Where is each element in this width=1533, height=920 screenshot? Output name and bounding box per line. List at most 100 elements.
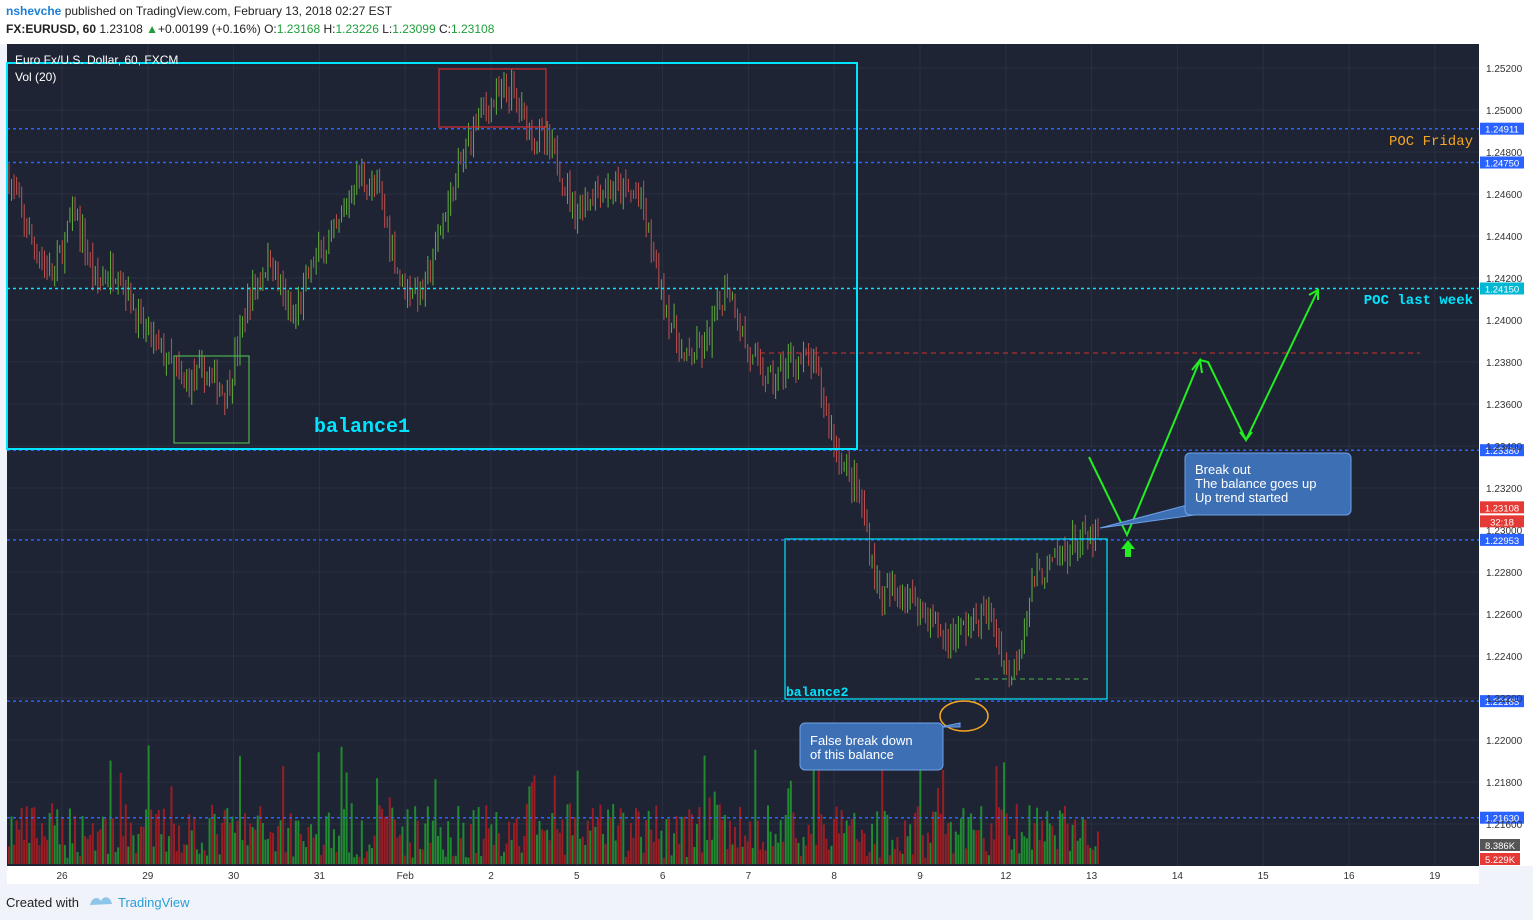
up-triangle-icon: ▲ xyxy=(146,22,158,36)
projection-path[interactable] xyxy=(1088,289,1319,538)
volume-bar xyxy=(239,756,241,864)
volume-bar xyxy=(307,826,310,864)
volume-bar xyxy=(1097,831,1099,864)
false-break-circle[interactable] xyxy=(939,700,989,732)
volume-bar xyxy=(538,820,541,864)
volume-bar xyxy=(1013,838,1016,864)
balance1-box[interactable] xyxy=(6,62,858,450)
volume-bar xyxy=(297,820,300,864)
volume-bar xyxy=(802,836,805,864)
volume-bar xyxy=(942,769,945,864)
volume-bar xyxy=(396,837,399,864)
volume-bar xyxy=(51,803,54,864)
volume-bar xyxy=(264,839,267,864)
volume-bar xyxy=(1036,807,1039,864)
y-tick-label: 1.22800 xyxy=(1486,568,1523,579)
volume-bar xyxy=(774,833,777,864)
volume-bar xyxy=(934,811,937,864)
volume-bar xyxy=(711,839,714,864)
volume-bar xyxy=(391,807,394,864)
x-tick-label: 31 xyxy=(314,871,326,882)
volume-bar xyxy=(327,812,330,864)
volume-bar xyxy=(548,840,551,864)
volume-bar xyxy=(569,803,571,864)
volume-bar xyxy=(792,812,795,864)
volume-bar xyxy=(739,806,742,864)
volume-bar xyxy=(612,804,615,864)
false-break-callout[interactable]: False break down of this balance xyxy=(799,722,961,771)
volume-bar xyxy=(231,816,234,864)
y-tick-label: 1.22200 xyxy=(1486,694,1523,705)
volume-bar xyxy=(843,833,846,864)
tradingview-link[interactable]: TradingView xyxy=(118,895,190,910)
volume-bar xyxy=(528,786,531,864)
low-highlight-box[interactable] xyxy=(173,355,250,444)
price-chart[interactable]: 1.24911 1.24750 1.24150 1.23380 1.22953 1.221… xyxy=(0,0,1533,884)
volume-bar xyxy=(749,821,752,864)
volume-bar xyxy=(622,812,625,864)
volume-bar xyxy=(404,855,406,864)
balance2-box[interactable] xyxy=(784,538,1108,700)
volume-bar xyxy=(368,844,371,864)
instrument-legend[interactable]: Euro Fx/U.S. Dollar, 60, FXCM xyxy=(15,53,178,67)
footer: Created with TradingView xyxy=(0,884,1533,920)
volume-bar xyxy=(665,819,668,864)
volume-bar xyxy=(642,852,645,864)
level-tag-label: 1.23380 xyxy=(1485,446,1519,457)
tradingview-logo-icon[interactable] xyxy=(88,892,114,908)
breakout-callout[interactable]: Break out The balance goes up Up trend s… xyxy=(1099,452,1352,529)
author-link[interactable]: nshevche xyxy=(6,4,62,18)
y-tick-label: 1.22000 xyxy=(1486,736,1523,747)
volume-bar xyxy=(211,804,214,864)
low-label: L: xyxy=(382,22,393,36)
volume-bar xyxy=(134,852,137,864)
volume-bar xyxy=(378,805,381,864)
volume-bar xyxy=(716,804,719,864)
volume-bar xyxy=(586,820,589,864)
volume-bar xyxy=(947,822,950,864)
x-tick-label: Feb xyxy=(397,871,415,882)
volume-bar xyxy=(18,829,21,864)
volume-bar xyxy=(13,844,16,864)
volume-bar xyxy=(1064,805,1066,864)
y-tick-label: 1.22600 xyxy=(1486,610,1523,621)
volume-bar xyxy=(850,818,853,864)
volume-bar xyxy=(899,851,901,864)
volume-bar xyxy=(91,823,94,864)
volume-bar xyxy=(952,853,955,864)
projection-arrowhead-3 xyxy=(1308,288,1319,300)
volume-bar xyxy=(904,820,907,864)
volume-bar xyxy=(939,813,942,864)
volume-bar xyxy=(1051,825,1054,864)
volume-bar xyxy=(261,823,264,864)
false-break-line-2: of this balance xyxy=(810,747,894,762)
volume-bar xyxy=(35,837,38,864)
volume-bar xyxy=(510,839,513,864)
time-axis[interactable] xyxy=(7,866,1479,884)
volume-bar xyxy=(881,744,884,864)
volume-bar xyxy=(266,838,269,864)
level-tag xyxy=(1480,156,1524,169)
top-highlight-box[interactable] xyxy=(438,68,547,128)
volume-bar xyxy=(787,788,790,864)
volume-bar xyxy=(99,829,102,864)
volume-bar xyxy=(591,808,594,864)
y-tick-label: 1.23800 xyxy=(1486,358,1523,369)
volume-bar xyxy=(490,824,493,864)
volume-bar xyxy=(876,811,879,864)
volume-bar xyxy=(340,746,343,864)
volume-bar xyxy=(429,842,432,864)
volume-bar xyxy=(911,854,914,864)
volume-bar xyxy=(330,848,333,864)
volume-bar xyxy=(871,823,874,864)
volume-bar xyxy=(124,804,127,864)
volume-legend[interactable]: Vol (20) xyxy=(15,70,56,84)
volume-bar xyxy=(61,817,64,864)
volume-bar xyxy=(299,833,302,864)
volume-bar xyxy=(76,851,79,864)
volume-bar xyxy=(122,836,125,864)
volume-bar xyxy=(355,854,358,864)
volume-bar xyxy=(883,810,886,864)
volume-bar xyxy=(185,844,188,864)
poc-friday-label: POC Friday xyxy=(1389,134,1473,150)
